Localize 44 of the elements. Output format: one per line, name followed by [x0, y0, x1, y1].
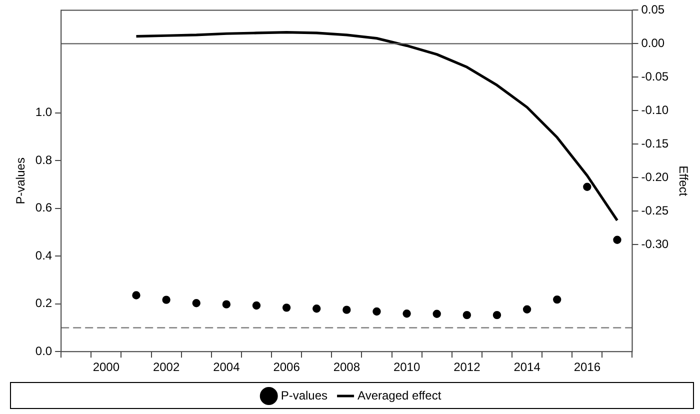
x-tick-label: 2016	[574, 360, 601, 374]
y2-tick-label: -0.25	[641, 203, 669, 218]
y-tick-label: 0.6	[35, 200, 52, 215]
x-tick-label: 2010	[393, 360, 420, 374]
y2-axis-title: Effect	[676, 166, 690, 197]
y2-tick-label: -0.15	[641, 136, 669, 150]
x-tick-label: 2006	[273, 360, 300, 374]
point	[222, 300, 231, 308]
point	[402, 310, 411, 318]
x-tick-label: 2012	[454, 360, 481, 374]
point	[462, 310, 472, 320]
point	[552, 295, 562, 304]
y2-tick-label: 0.00	[641, 36, 665, 50]
point	[492, 310, 502, 320]
y2-tick-label: -0.05	[641, 69, 669, 84]
x-tick-label: 2004	[213, 360, 240, 374]
point	[282, 304, 291, 312]
y2-tick-label: -0.20	[641, 170, 669, 184]
point	[372, 307, 381, 316]
point	[432, 310, 441, 318]
y-tick-label: 0.0	[35, 344, 52, 358]
point	[342, 306, 351, 314]
y-tick-label: 1.0	[35, 105, 52, 120]
y2-tick-label: 0.05	[641, 2, 665, 17]
y-axis-title: P-values	[14, 158, 28, 204]
y2-tick-label: -0.10	[641, 102, 669, 117]
x-tick-label: 2000	[92, 360, 120, 374]
x-tick-label: 2002	[152, 360, 180, 374]
legend-label: Averaged effect	[358, 388, 442, 402]
point	[162, 296, 170, 304]
point	[252, 301, 261, 310]
point	[312, 304, 321, 313]
legend-label: P-values	[280, 388, 328, 402]
y-tick-label: 0.2	[35, 296, 52, 310]
point	[522, 305, 532, 314]
x-tick-label: 2014	[514, 360, 541, 374]
y-tick-label: 0.4	[35, 248, 52, 262]
point	[192, 299, 200, 308]
point	[583, 182, 592, 191]
point	[613, 236, 622, 244]
y-tick-label: 0.8	[35, 152, 52, 167]
x-tick-label: 2008	[333, 360, 360, 374]
y2-tick-label: -0.30	[641, 236, 669, 251]
point	[132, 291, 140, 300]
